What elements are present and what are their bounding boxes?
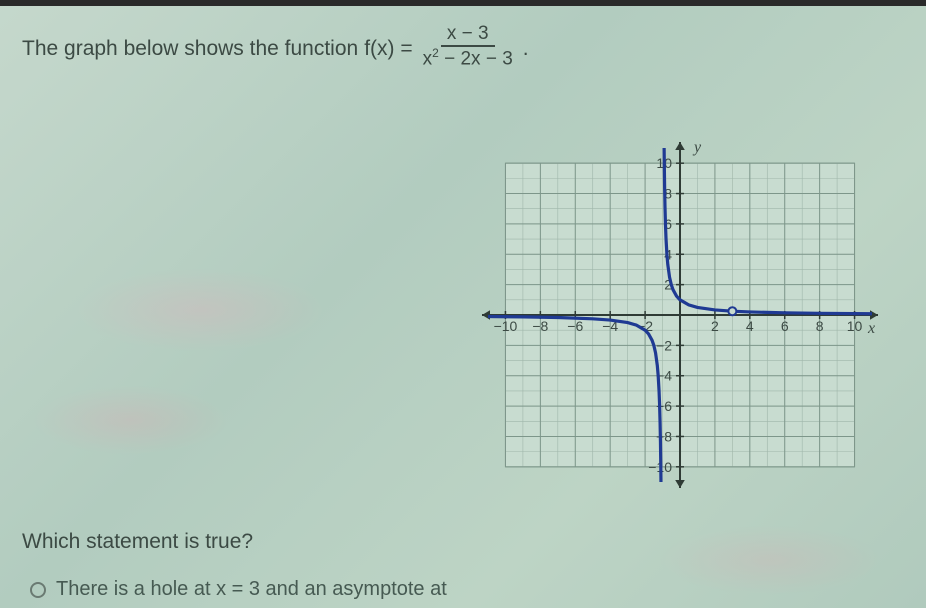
svg-text:−8: −8 xyxy=(656,428,672,444)
prompt-prefix: The graph below shows the function xyxy=(22,37,358,61)
svg-text:−8: −8 xyxy=(532,318,548,334)
fraction: x − 3 x2 − 2x − 3 xyxy=(417,24,519,70)
period: . xyxy=(523,37,529,61)
denominator: x2 − 2x − 3 xyxy=(417,47,519,70)
graph: −10−8−6−4−2246810246810−2−4−6−8−10yx xyxy=(470,130,890,500)
svg-text:8: 8 xyxy=(816,318,824,334)
svg-text:−6: −6 xyxy=(567,318,583,334)
svg-text:2: 2 xyxy=(711,318,719,334)
svg-text:6: 6 xyxy=(781,318,789,334)
svg-text:y: y xyxy=(692,139,702,156)
option-a-label: There is a hole at x = 3 and an asymptot… xyxy=(56,578,447,601)
numerator: x − 3 xyxy=(441,24,495,47)
question-text: Which statement is true? xyxy=(22,530,253,554)
svg-text:x: x xyxy=(867,320,875,337)
svg-text:−2: −2 xyxy=(656,337,672,353)
option-a-row[interactable]: There is a hole at x = 3 and an asymptot… xyxy=(30,578,447,601)
window-top-bar xyxy=(0,0,926,6)
function-lhs: f(x) = xyxy=(364,37,412,61)
svg-text:10: 10 xyxy=(847,318,863,334)
radio-icon[interactable] xyxy=(30,582,46,598)
svg-text:4: 4 xyxy=(746,318,754,334)
svg-text:−10: −10 xyxy=(494,318,518,334)
prompt-line: The graph below shows the function f(x) … xyxy=(22,26,904,72)
